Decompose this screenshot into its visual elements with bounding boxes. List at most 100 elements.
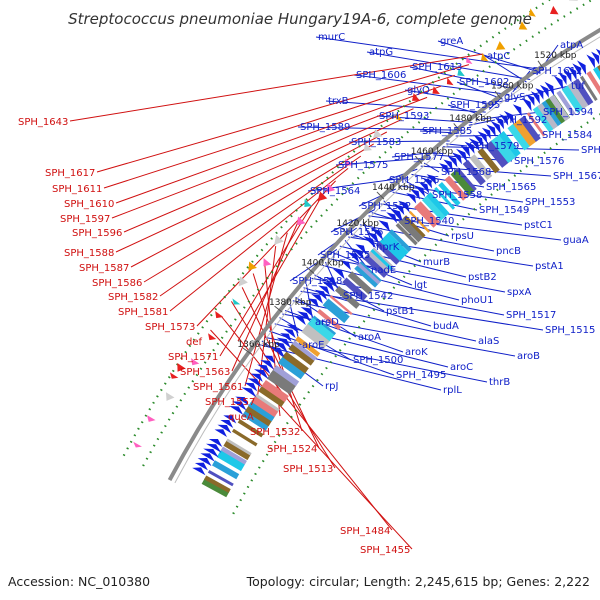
blue-gene-label: SPH_1517: [506, 310, 556, 321]
blue-gene-label: trxB: [328, 96, 349, 107]
cog-feature-block: [549, 94, 570, 122]
gc-dot-ring: [122, 0, 552, 457]
reverse-gene-arrow: [190, 358, 200, 366]
cog-feature-block: [462, 159, 486, 186]
forward-gene-arrow: [595, 48, 600, 56]
cog-feature-block: [597, 64, 600, 72]
cog-feature-block: [201, 478, 230, 498]
cog-feature-block: [379, 236, 405, 262]
kbp-tick-label: 1440 kbp: [372, 183, 415, 193]
cog-feature-block: [307, 316, 336, 342]
forward-gene-arrow: [468, 138, 480, 152]
blue-gene-label: SPH_1594: [543, 107, 593, 118]
cog-feature-block: [335, 285, 361, 309]
cog-feature-block: [388, 229, 412, 253]
reverse-gene-arrow: [263, 258, 272, 267]
blue-gene-label: rpsU: [451, 231, 474, 242]
blue-gene-label: SPH_1578: [581, 145, 600, 156]
forward-gene-arrow: [370, 228, 384, 241]
forward-gene-arrow: [530, 91, 540, 105]
forward-gene-arrow: [311, 294, 323, 304]
forward-gene-arrow: [499, 114, 509, 126]
kbp-tick-mark: [494, 90, 502, 100]
red-leader-line: [219, 206, 312, 357]
blue-leader-line: [488, 96, 503, 110]
blue-leader-line: [484, 55, 527, 83]
red-leader-line: [231, 219, 300, 372]
blue-gene-labels: murC greA atpA atpG atpC SPH_1613 SPH_1612 SPH_…: [292, 32, 600, 396]
kbp-tick-mark: [453, 123, 461, 132]
red-gene-labels: SPH_1643 SPH_1617 SPH_1611 SPH_1610 SPH_1597…: [18, 117, 410, 556]
forward-gene-arrow: [394, 204, 405, 215]
forward-gene-arrow: [223, 415, 237, 424]
blue-gene-label: SPH_1592: [497, 115, 547, 126]
cog-feature-block: [270, 368, 297, 390]
cog-feature-block: [226, 438, 252, 456]
forward-gene-arrow: [247, 378, 262, 388]
blue-gene-label: SPH_1579: [469, 141, 519, 152]
blue-gene-label: tuf: [571, 81, 585, 92]
forward-gene-arrow: [567, 66, 577, 81]
kbp-ticks: 1520 kbp 1500 kbp 1480 kbp 1460 kbp 1440 kbp…: [237, 51, 577, 355]
blue-leader-line: [359, 224, 495, 252]
gc-dot-ring: [232, 113, 600, 515]
cog-feature-block: [278, 354, 307, 380]
red-gene-label: SPH_1561: [193, 382, 243, 393]
forward-gene-arrow: [512, 104, 522, 117]
red-leader-line: [252, 273, 303, 432]
blue-gene-label: alaS: [478, 336, 499, 347]
blue-gene-label: SPH_1576: [514, 156, 564, 167]
cog-feature-block: [347, 271, 373, 295]
red-leader-line: [96, 64, 470, 173]
forward-gene-arrow: [390, 208, 403, 222]
forward-gene-arrow: [503, 110, 515, 125]
forward-gene-arrow: [192, 467, 206, 476]
forward-gene-arrow: [422, 177, 433, 189]
cog-feature-block: [312, 315, 337, 336]
cog-color-track: [201, 64, 600, 498]
cog-feature-block: [261, 379, 289, 403]
forward-gene-arrow: [332, 268, 345, 280]
blue-gene-label: pstA1: [535, 261, 564, 272]
genome-backbone: [167, 27, 600, 482]
cog-feature-block: [370, 248, 393, 271]
blue-leader-line: [368, 215, 562, 241]
forward-gene-arrow: [273, 342, 288, 353]
blue-gene-label: aroD: [315, 317, 339, 328]
blue-leader-line: [446, 143, 468, 147]
forward-gene-arrow: [362, 236, 376, 249]
blue-gene-label: SPH_1553: [525, 197, 575, 208]
reverse-gene-arrow: [177, 363, 186, 372]
blue-leader-line: [300, 290, 544, 331]
cog-feature-block: [421, 194, 448, 221]
blue-leader-line: [404, 89, 496, 106]
forward-gene-arrow: [263, 355, 276, 364]
red-leader-line: [130, 131, 388, 268]
reverse-gene-arrow: [345, 158, 353, 166]
cog-feature-block: [204, 475, 231, 493]
forward-gene-arrow: [270, 346, 285, 358]
blue-gene-label: rplL: [443, 385, 462, 396]
cog-feature-block: [282, 351, 309, 374]
red-gene-label: queA: [228, 412, 254, 423]
forward-gene-arrow: [451, 152, 462, 165]
cog-feature-block: [398, 216, 424, 243]
cog-feature-block: [403, 215, 426, 238]
blue-gene-label: SPH_1606: [356, 70, 406, 81]
cog-feature-block: [408, 210, 430, 233]
reverse-gene-arrow: [325, 183, 336, 193]
blue-gene-label: SPH_1566: [389, 175, 439, 186]
cog-feature-block: [484, 140, 510, 168]
blue-gene-label: SPH_1542: [343, 291, 393, 302]
forward-gene-arrow: [410, 189, 420, 200]
blue-gene-label: SPH_1568: [441, 167, 491, 178]
blue-leader-line: [366, 51, 531, 80]
red-leader-lines: [69, 53, 484, 550]
cog-feature-block: [561, 83, 586, 113]
red-gene-label: SPH_1596: [72, 228, 122, 239]
forward-gene-arrow: [260, 359, 274, 370]
blue-gene-label: glyQ: [407, 85, 430, 96]
kbp-tick-label: 1420 kbp: [337, 219, 380, 229]
cog-feature-block: [384, 232, 409, 257]
kbp-tick-mark: [274, 305, 283, 313]
